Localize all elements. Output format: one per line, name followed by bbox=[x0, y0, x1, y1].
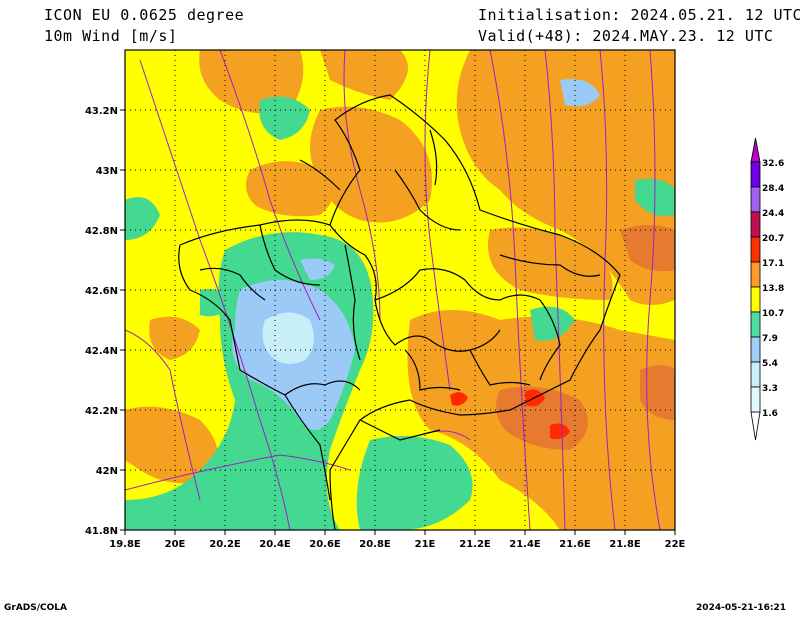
valid-time-label: Valid(+48): 2024.MAY.23. 12 UTC bbox=[478, 27, 774, 45]
colorbar-label: 13.8 bbox=[762, 284, 784, 294]
lon-label: 20.6E bbox=[309, 539, 341, 550]
colorbar-segment bbox=[750, 261, 761, 288]
colorbar-segment bbox=[750, 361, 761, 388]
lon-label: 21.2E bbox=[459, 539, 491, 550]
initialisation-label: Initialisation: 2024.05.21. 12 UTC bbox=[478, 6, 800, 24]
colorbar-label: 10.7 bbox=[762, 309, 784, 319]
colorbar-label: 3.3 bbox=[762, 384, 778, 394]
lon-label: 20.4E bbox=[259, 539, 291, 550]
colorbar-segment bbox=[750, 186, 761, 213]
lon-label: 19.8E bbox=[109, 539, 141, 550]
colorbar-top-arrow bbox=[750, 137, 761, 163]
colorbar-label: 28.4 bbox=[762, 184, 784, 194]
colorbar-segment bbox=[750, 236, 761, 263]
lat-label: 42.2N bbox=[85, 406, 118, 417]
lat-label: 42.8N bbox=[85, 226, 118, 237]
field-title: 10m Wind [m/s] bbox=[44, 27, 178, 45]
colorbar-segment bbox=[750, 161, 761, 188]
colorbar-segment bbox=[750, 286, 761, 313]
colorbar-label: 5.4 bbox=[762, 359, 778, 369]
colorbar-label: 1.6 bbox=[762, 409, 778, 419]
render-timestamp: 2024-05-21-16:21 bbox=[696, 603, 786, 613]
colorbar-label: 24.4 bbox=[762, 209, 784, 219]
lon-label: 20.2E bbox=[209, 539, 241, 550]
longitude-labels: 19.8E 20E 20.2E 20.4E 20.6E 20.8E 21E 21… bbox=[109, 539, 685, 550]
colorbar-segment bbox=[750, 386, 761, 413]
admin-borders bbox=[178, 94, 621, 530]
lat-label: 42.6N bbox=[85, 286, 118, 297]
wind-field bbox=[125, 50, 675, 530]
lon-label: 21.8E bbox=[609, 539, 641, 550]
axis-ticks bbox=[120, 109, 676, 535]
colorbar-label: 17.1 bbox=[762, 259, 784, 269]
lon-label: 20E bbox=[165, 539, 186, 550]
lat-label: 43N bbox=[96, 166, 118, 177]
lon-label: 21.4E bbox=[509, 539, 541, 550]
latitude-labels: 43.2N 43N 42.8N 42.6N 42.4N 42.2N 42N 41… bbox=[85, 106, 118, 537]
colorbar-segment bbox=[750, 336, 761, 363]
wind-zone-red bbox=[450, 389, 570, 440]
lon-label: 21E bbox=[415, 539, 436, 550]
colorbar-segment bbox=[750, 311, 761, 338]
model-title: ICON EU 0.0625 degree bbox=[44, 6, 245, 24]
lon-label: 20.8E bbox=[359, 539, 391, 550]
colorbar-segment bbox=[750, 211, 761, 238]
lon-label: 21.6E bbox=[559, 539, 591, 550]
graticule bbox=[125, 50, 675, 530]
colorbar-label: 32.6 bbox=[762, 159, 784, 169]
lat-label: 42N bbox=[96, 466, 118, 477]
lat-label: 43.2N bbox=[85, 106, 118, 117]
colorbar-labels: 32.6 28.4 24.4 20.7 17.1 13.8 10.7 7.9 5… bbox=[762, 159, 784, 419]
software-credit: GrADS/COLA bbox=[4, 603, 67, 613]
lat-label: 41.8N bbox=[85, 526, 118, 537]
colorbar bbox=[750, 137, 761, 441]
lat-label: 42.4N bbox=[85, 346, 118, 357]
colorbar-label: 7.9 bbox=[762, 334, 778, 344]
lon-label: 22E bbox=[665, 539, 686, 550]
colorbar-bottom-arrow bbox=[750, 411, 761, 441]
colorbar-label: 20.7 bbox=[762, 234, 784, 244]
